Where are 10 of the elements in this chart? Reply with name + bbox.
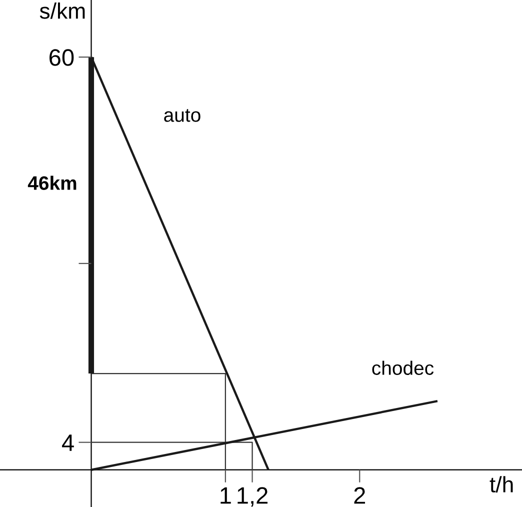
x-tick-label: 1,2: [238, 487, 268, 507]
y-tick-label: 60: [50, 49, 74, 66]
x-tick-label: 1: [220, 487, 231, 504]
text: auto: [164, 109, 200, 122]
series-label: chodec: [372, 360, 434, 375]
y-axis-title: s/km: [40, 2, 85, 19]
x-axis-title: t/h: [490, 476, 513, 492]
annotation: 46km: [28, 176, 76, 190]
x-tick-label: 2: [354, 487, 366, 504]
y-tick-label: 4: [62, 434, 74, 451]
